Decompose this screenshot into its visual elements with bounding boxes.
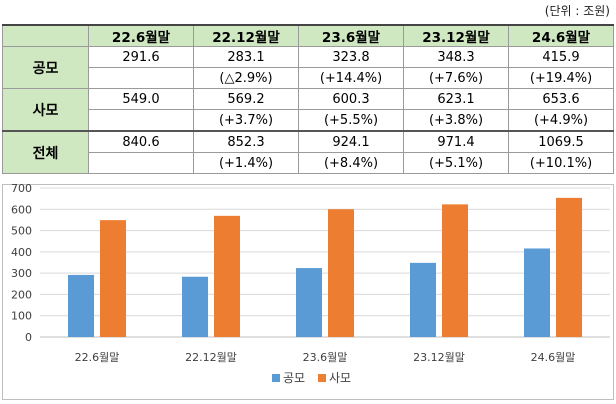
cell-change: (△2.9%): [193, 67, 299, 89]
table-row-total-values: 전체 840.6 852.3 924.1 971.4 1069.5: [2, 130, 614, 174]
y-tick-label: 600: [11, 203, 32, 216]
table-row-public-values: 공모 291.6 283.1 323.8 348.3 415.9: [2, 46, 614, 89]
cell-value: 623.1: [403, 88, 509, 110]
bar-private: [442, 204, 468, 337]
cell-value: 283.1: [193, 46, 299, 68]
table-row-total-changes: (+1.4%) (+8.4%) (+5.1%) (+10.1%): [3, 152, 614, 174]
row-header-total: 전체: [2, 130, 89, 174]
bar-public: [68, 274, 94, 337]
chart-frame: [2, 184, 614, 400]
legend-swatch: [272, 374, 280, 382]
unit-label: (단위 : 조원): [544, 4, 610, 18]
col-header: 22.6월말: [88, 24, 194, 47]
bar-public: [524, 248, 550, 337]
bar-public: [296, 268, 322, 337]
cell-change: (+10.1%): [508, 152, 614, 174]
legend-label: 사모: [329, 371, 351, 385]
cell-change: (+3.7%): [193, 109, 299, 132]
x-tick-label: 24.6월말: [531, 351, 576, 364]
bar-public: [182, 276, 208, 337]
col-header: 23.12월말: [403, 24, 509, 47]
table-row-private-values: 사모 549.0 569.2 600.3 623.1 653.6: [2, 88, 614, 132]
cell-value: 1069.5: [508, 130, 614, 153]
data-table: 22.6월말 22.12월말 23.6월말 23.12월말 24.6월말 공모 …: [2, 24, 614, 174]
y-tick-label: 700: [11, 182, 32, 195]
x-tick-label: 23.6월말: [303, 351, 348, 364]
bar-private: [556, 197, 582, 337]
cell-value: 569.2: [193, 88, 299, 110]
col-header: 22.12월말: [193, 24, 299, 47]
row-header-public: 공모: [2, 46, 89, 89]
y-tick-label: 200: [11, 288, 32, 301]
bar-private: [100, 220, 126, 337]
y-tick-label: 0: [25, 331, 32, 344]
legend-swatch: [318, 374, 326, 382]
x-tick-label: 23.12월말: [413, 351, 465, 364]
x-tick-label: 22.6월말: [75, 351, 120, 364]
cell-value: 852.3: [193, 130, 299, 153]
cell-value: 323.8: [298, 46, 404, 68]
cell-change: (+14.4%): [298, 67, 404, 89]
cell-change: (+5.1%): [403, 152, 509, 174]
header-row: 22.6월말 22.12월말 23.6월말 23.12월말 24.6월말: [2, 24, 614, 47]
y-tick-label: 300: [11, 267, 32, 280]
col-header: 24.6월말: [508, 24, 614, 47]
row-header-private: 사모: [2, 88, 89, 132]
header-corner: [2, 24, 89, 47]
y-tick-label: 500: [11, 225, 32, 238]
x-tick-label: 22.12월말: [185, 351, 237, 364]
y-tick-label: 100: [11, 310, 32, 323]
bar-private: [214, 215, 240, 337]
bar-public: [410, 262, 436, 337]
cell-value: 549.0: [88, 88, 194, 110]
legend-label: 공모: [283, 371, 305, 385]
cell-change: (+1.4%): [193, 152, 299, 174]
bar-private: [328, 209, 354, 337]
y-tick-label: 400: [11, 246, 32, 259]
cell-value: 415.9: [508, 46, 614, 68]
cell-value: 653.6: [508, 88, 614, 110]
